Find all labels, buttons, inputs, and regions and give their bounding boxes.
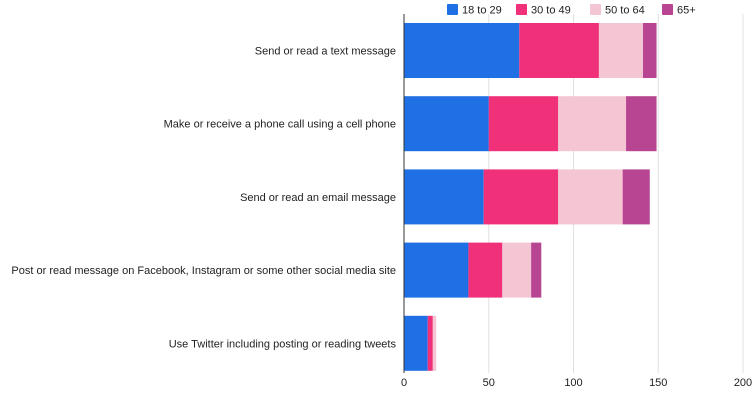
legend-swatch-1 (447, 4, 458, 15)
x-tick-label-100: 100 (564, 377, 582, 389)
bar-4-series-2 (468, 242, 503, 298)
x-axis-ticks: 0 50 100 150 200 (401, 377, 752, 389)
legend-swatch-2 (516, 4, 527, 15)
x-tick-label-0: 0 (401, 377, 407, 389)
bar-4-series-1 (404, 242, 469, 298)
bar-1-series-4 (642, 23, 657, 78)
bar-3-series-1 (404, 169, 484, 225)
legend-label-2: 30 to 49 (531, 5, 571, 17)
bar-5-series-2 (427, 315, 433, 371)
bar-5-series-1 (404, 315, 428, 371)
bar-3-series-3 (558, 169, 623, 225)
bar-1-series-2 (519, 23, 599, 78)
bar-4-series-3 (502, 242, 532, 298)
bar-5-series-3 (432, 315, 437, 371)
bar-2-series-1 (404, 96, 489, 152)
legend: 18 to 29 30 to 49 50 to 64 65+ (447, 4, 696, 17)
legend-label-3: 50 to 64 (605, 5, 645, 17)
bar-2-series-3 (558, 96, 627, 152)
bar-3-series-2 (483, 169, 559, 225)
bar-3-series-4 (622, 169, 650, 225)
category-labels: Send or read a text message Make or recei… (11, 46, 396, 351)
category-label-1: Send or read a text message (255, 46, 396, 58)
bar-1-series-1 (404, 23, 520, 78)
bar-4-series-4 (531, 242, 542, 298)
legend-swatch-3 (590, 4, 601, 15)
legend-swatch-4 (662, 4, 673, 15)
x-tick-label-150: 150 (649, 377, 667, 389)
category-label-4: Post or read message on Facebook, Instag… (11, 265, 396, 277)
legend-label-1: 18 to 29 (462, 5, 502, 17)
category-label-3: Send or read an email message (240, 192, 396, 204)
bars (404, 23, 657, 371)
legend-label-4: 65+ (677, 5, 696, 17)
bar-2-series-4 (626, 96, 657, 152)
bar-1-series-3 (598, 23, 643, 78)
category-label-5: Use Twitter including posting or reading… (169, 338, 397, 350)
bar-2-series-2 (488, 96, 559, 152)
x-tick-label-50: 50 (483, 377, 495, 389)
x-tick-label-200: 200 (734, 377, 752, 389)
category-label-2: Make or receive a phone call using a cel… (164, 119, 396, 131)
